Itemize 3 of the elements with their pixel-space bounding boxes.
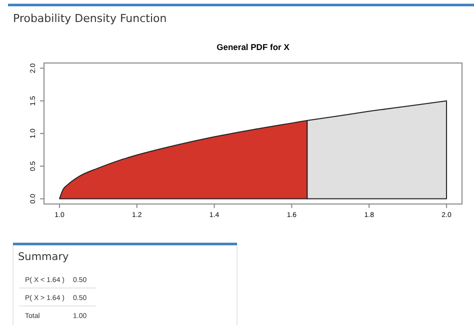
chart-title: Probability Density Function [13,12,167,25]
chart-subtitle: General PDF for X [216,42,290,52]
text: Summary [18,251,69,263]
